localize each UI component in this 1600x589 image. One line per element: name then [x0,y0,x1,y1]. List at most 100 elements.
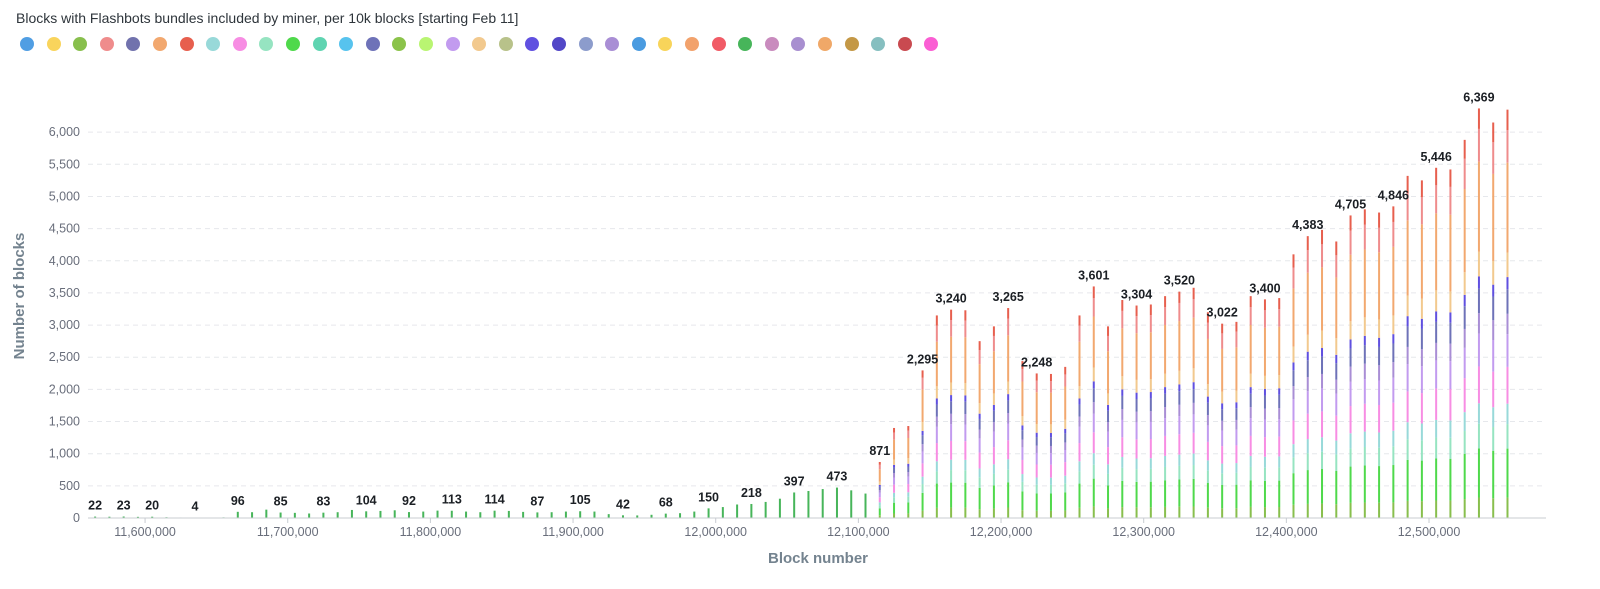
bar-segment[interactable] [1449,389,1452,421]
bar-segment[interactable] [1221,409,1224,421]
bar-segment[interactable] [1121,507,1124,518]
bar-segment[interactable] [1363,317,1366,336]
bar-segment[interactable] [1107,326,1110,336]
bar-segment[interactable] [1449,458,1452,501]
bar-segment[interactable] [878,508,881,516]
bar-segment[interactable] [1506,289,1509,314]
bar-segment[interactable] [935,325,938,342]
bar-segment[interactable] [1463,294,1466,307]
bar-segment[interactable] [978,438,981,453]
bar-segment[interactable] [1420,460,1423,502]
bar-segment[interactable] [921,451,924,464]
bar-segment[interactable] [1492,371,1495,408]
bar-segment[interactable] [1206,396,1209,403]
bar-segment[interactable] [1021,447,1024,460]
bar-segment[interactable] [1463,158,1466,190]
bar-segment[interactable] [935,483,938,508]
bar-segment[interactable] [1263,480,1266,508]
bar-segment[interactable] [807,490,810,518]
bar-segment[interactable] [893,467,896,473]
bar-segment[interactable] [935,471,938,484]
legend-dot[interactable] [73,37,88,51]
bar-segment[interactable] [507,510,510,518]
bar-segment[interactable] [1392,206,1395,222]
bar-segment[interactable] [907,502,910,514]
bar-segment[interactable] [1363,502,1366,518]
bar-segment[interactable] [1278,480,1281,508]
bar-segment[interactable] [1221,484,1224,509]
bar-segment[interactable] [1121,310,1124,329]
bar-segment[interactable] [1420,180,1423,198]
bar-segment[interactable] [736,504,739,518]
bar-segment[interactable] [1506,366,1509,404]
bar-segment[interactable] [1178,465,1181,480]
bar-segment[interactable] [1435,388,1438,420]
bar-segment[interactable] [1206,384,1209,397]
bar-segment[interactable] [1221,348,1224,392]
bar-segment[interactable] [1406,220,1409,296]
bar-segment[interactable] [878,502,881,506]
bar-segment[interactable] [1349,502,1352,518]
bar-segment[interactable] [1035,445,1038,453]
bar-segment[interactable] [1363,431,1366,448]
bar-segment[interactable] [1221,403,1224,410]
bar-segment[interactable] [893,477,896,485]
bar-segment[interactable] [1064,366,1067,375]
bar-segment[interactable] [1035,432,1038,438]
bar-segment[interactable] [1221,508,1224,518]
bar-segment[interactable] [1164,435,1167,456]
bar-segment[interactable] [1392,343,1395,363]
bar-segment[interactable] [1178,321,1181,371]
bar-segment[interactable] [950,309,953,321]
bar-segment[interactable] [978,341,981,350]
bar-segment[interactable] [893,439,896,460]
bar-segment[interactable] [1064,374,1067,387]
bar-segment[interactable] [1420,393,1423,424]
bar-segment[interactable] [978,364,981,404]
bar-segment[interactable] [950,507,953,518]
bar-segment[interactable] [1306,391,1309,414]
bar-segment[interactable] [1363,447,1366,466]
bar-segment[interactable] [1263,299,1266,311]
bar-segment[interactable] [1192,478,1195,507]
bar-segment[interactable] [393,510,396,518]
bar-segment[interactable] [964,441,967,460]
bar-segment[interactable] [1092,506,1095,518]
bar-segment[interactable] [1363,465,1366,503]
bar-segment[interactable] [1064,475,1067,484]
bar-segment[interactable] [1206,507,1209,518]
bar-segment[interactable] [864,493,867,518]
bar-segment[interactable] [1064,428,1067,434]
bar-segment[interactable] [1021,430,1024,440]
bar-segment[interactable] [950,395,953,402]
bar-segment[interactable] [978,349,981,365]
bar-segment[interactable] [1135,411,1138,423]
bar-segment[interactable] [1178,434,1181,455]
bar-segment[interactable] [1107,464,1110,474]
bar-segment[interactable] [522,511,525,518]
bar-segment[interactable] [1463,272,1466,295]
bar-segment[interactable] [1049,510,1052,518]
bar-segment[interactable] [978,487,981,510]
bar-segment[interactable] [1335,504,1338,518]
bar-segment[interactable] [1321,469,1324,504]
bar-segment[interactable] [1378,212,1381,228]
bar-segment[interactable] [1135,379,1138,393]
bar-segment[interactable] [1292,370,1295,387]
bar-segment[interactable] [564,511,567,518]
bar-segment[interactable] [1035,437,1038,446]
bar-segment[interactable] [1178,391,1181,405]
bar-segment[interactable] [1164,296,1167,308]
bar-segment[interactable] [1321,330,1324,349]
bar-segment[interactable] [1035,493,1038,511]
bar-segment[interactable] [1420,501,1423,518]
bar-segment[interactable] [1121,299,1124,311]
bar-segment[interactable] [907,513,910,518]
bar-segment[interactable] [1121,437,1124,457]
bar-segment[interactable] [1392,502,1395,518]
bar-segment[interactable] [1321,244,1324,268]
bar-segment[interactable] [1021,491,1024,511]
bar-segment[interactable] [636,515,639,518]
bar-segment[interactable] [1463,139,1466,159]
bar-segment[interactable] [921,463,924,477]
